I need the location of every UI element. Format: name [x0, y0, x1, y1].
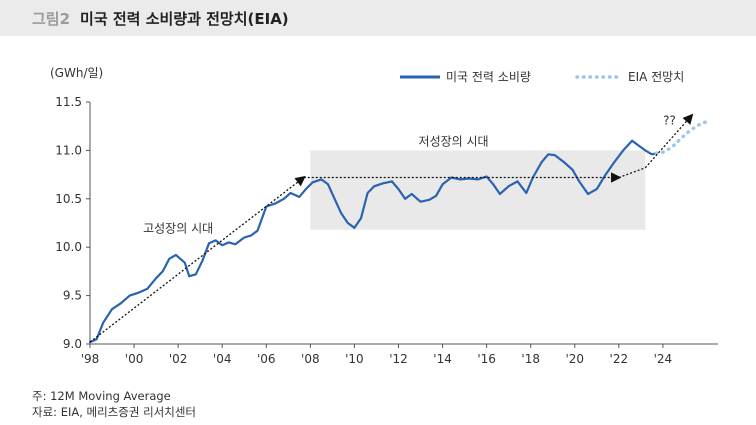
footer-source: 자료: EIA, 메리츠증권 리서치센터 — [32, 405, 196, 419]
x-tick-label: '10 — [345, 352, 364, 366]
trend-arrow — [618, 167, 646, 179]
footer-note: 주: 12M Moving Average — [32, 389, 171, 403]
x-tick-label: '16 — [477, 352, 496, 366]
x-tick-label: '08 — [301, 352, 320, 366]
x-tick-label: '20 — [565, 352, 584, 366]
y-tick-label: 11.0 — [55, 143, 82, 157]
legend-label-actual: 미국 전력 소비량 — [446, 70, 531, 84]
x-tick-label: '24 — [654, 352, 673, 366]
x-tick-label: '06 — [257, 352, 276, 366]
figure-title: 미국 전력 소비량과 전망치(EIA) — [80, 9, 289, 28]
legend-label-forecast: EIA 전망치 — [628, 70, 684, 84]
y-axis-label: (GWh/일) — [50, 66, 103, 80]
x-tick-label: '00 — [125, 352, 144, 366]
chart-annotation: 고성장의 시대 — [143, 222, 213, 236]
x-tick-label: '18 — [521, 352, 540, 366]
y-tick-label: 9.5 — [63, 289, 82, 303]
low-growth-region — [310, 150, 646, 230]
actual-series-line — [88, 139, 658, 344]
y-tick-label: 11.5 — [55, 95, 82, 109]
figure-number: 그림2 — [32, 9, 71, 28]
trend-arrow — [89, 175, 306, 343]
x-tick-label: '22 — [610, 352, 629, 366]
x-tick-label: '02 — [169, 352, 188, 366]
title-bar: 그림2 미국 전력 소비량과 전망치(EIA) — [0, 0, 756, 36]
chart-annotation: ?? — [663, 113, 676, 127]
forecast-series-line — [654, 119, 709, 156]
x-tick-label: '12 — [389, 352, 408, 366]
y-tick-label: 9.0 — [63, 337, 82, 351]
y-tick-label: 10.5 — [55, 192, 82, 206]
x-tick-label: '98 — [81, 352, 100, 366]
chart-annotation: 저성장의 시대 — [419, 135, 489, 149]
y-tick-label: 10.0 — [55, 240, 82, 254]
x-tick-label: '04 — [213, 352, 232, 366]
x-tick-label: '14 — [433, 352, 452, 366]
